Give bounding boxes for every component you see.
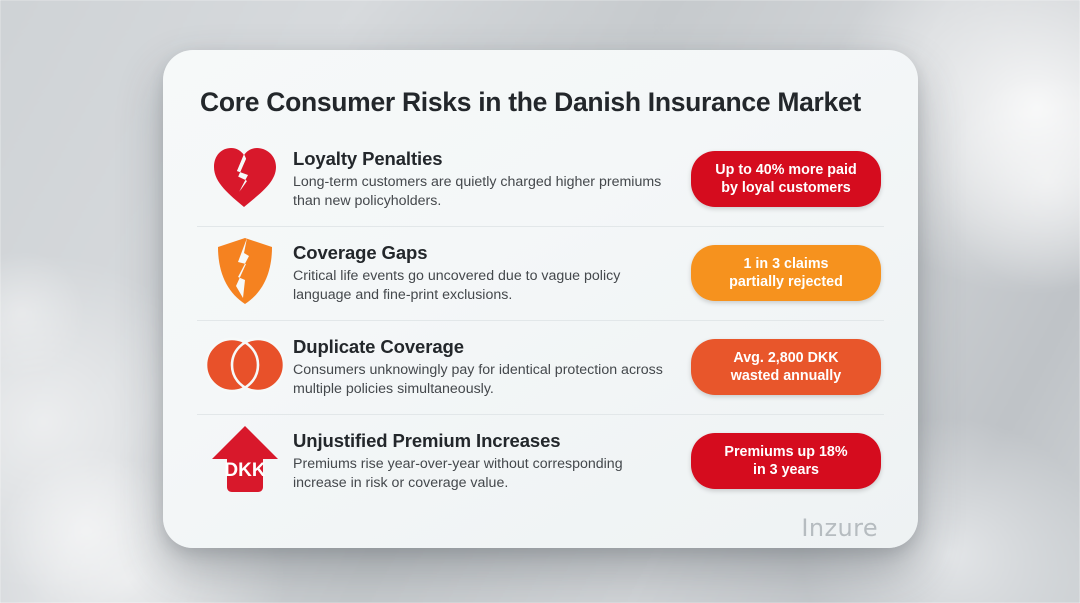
list-item: DKK Unjustified Premium Increases Premiu… bbox=[197, 414, 884, 508]
status-badge: Premiums up 18% in 3 years bbox=[691, 433, 881, 489]
risk-description: Long-term customers are quietly charged … bbox=[293, 174, 662, 210]
broken-heart-icon bbox=[210, 145, 280, 214]
badge-line-1: Premiums up 18% bbox=[724, 444, 848, 460]
icon-cell bbox=[197, 236, 293, 311]
risk-title: Unjustified Premium Increases bbox=[293, 430, 561, 452]
risk-description: Critical life events go uncovered due to… bbox=[293, 268, 621, 304]
badge-cell: Up to 40% more paid by loyal customers bbox=[688, 151, 884, 207]
risk-title: Loyalty Penalties bbox=[293, 148, 443, 170]
badge-line-2: partially rejected bbox=[729, 274, 843, 290]
brand-logo: Inzure bbox=[801, 514, 878, 542]
badge-cell: Premiums up 18% in 3 years bbox=[688, 433, 884, 489]
badge-cell: Avg. 2,800 DKK wasted annually bbox=[688, 339, 884, 395]
status-badge: 1 in 3 claims partially rejected bbox=[691, 245, 881, 301]
overlapping-circles-icon bbox=[204, 335, 286, 400]
risk-title: Duplicate Coverage bbox=[293, 336, 464, 358]
cracked-shield-icon bbox=[214, 236, 276, 311]
badge-line-2: in 3 years bbox=[753, 462, 819, 478]
icon-cell bbox=[197, 145, 293, 214]
icon-cell bbox=[197, 335, 293, 400]
risk-title: Coverage Gaps bbox=[293, 242, 428, 264]
badge-cell: 1 in 3 claims partially rejected bbox=[688, 245, 884, 301]
risk-description: Consumers unknowingly pay for identical … bbox=[293, 362, 663, 398]
badge-line-1: Up to 40% more paid bbox=[715, 162, 857, 178]
page-title: Core Consumer Risks in the Danish Insura… bbox=[200, 87, 861, 117]
text-cell: Coverage Gaps Critical life events go un… bbox=[293, 241, 688, 305]
icon-cell: DKK bbox=[197, 423, 293, 500]
icon-label: DKK bbox=[224, 460, 265, 481]
text-cell: Unjustified Premium Increases Premiums r… bbox=[293, 429, 688, 493]
text-cell: Duplicate Coverage Consumers unknowingly… bbox=[293, 335, 688, 399]
text-cell: Loyalty Penalties Long-term customers ar… bbox=[293, 147, 688, 211]
risk-description: Premiums rise year-over-year without cor… bbox=[293, 456, 623, 492]
list-item: Duplicate Coverage Consumers unknowingly… bbox=[197, 320, 884, 414]
badge-line-1: Avg. 2,800 DKK bbox=[733, 350, 839, 366]
badge-line-2: by loyal customers bbox=[721, 180, 851, 196]
up-arrow-dkk-icon: DKK bbox=[209, 423, 281, 500]
status-badge: Up to 40% more paid by loyal customers bbox=[691, 151, 881, 207]
risk-list: Loyalty Penalties Long-term customers ar… bbox=[197, 132, 884, 508]
list-item: Loyalty Penalties Long-term customers ar… bbox=[197, 132, 884, 226]
list-item: Coverage Gaps Critical life events go un… bbox=[197, 226, 884, 320]
risks-card: Core Consumer Risks in the Danish Insura… bbox=[163, 50, 918, 548]
badge-line-2: wasted annually bbox=[730, 368, 842, 384]
status-badge: Avg. 2,800 DKK wasted annually bbox=[691, 339, 881, 395]
badge-line-1: 1 in 3 claims bbox=[743, 256, 829, 272]
card-footer: Inzure bbox=[197, 508, 884, 548]
